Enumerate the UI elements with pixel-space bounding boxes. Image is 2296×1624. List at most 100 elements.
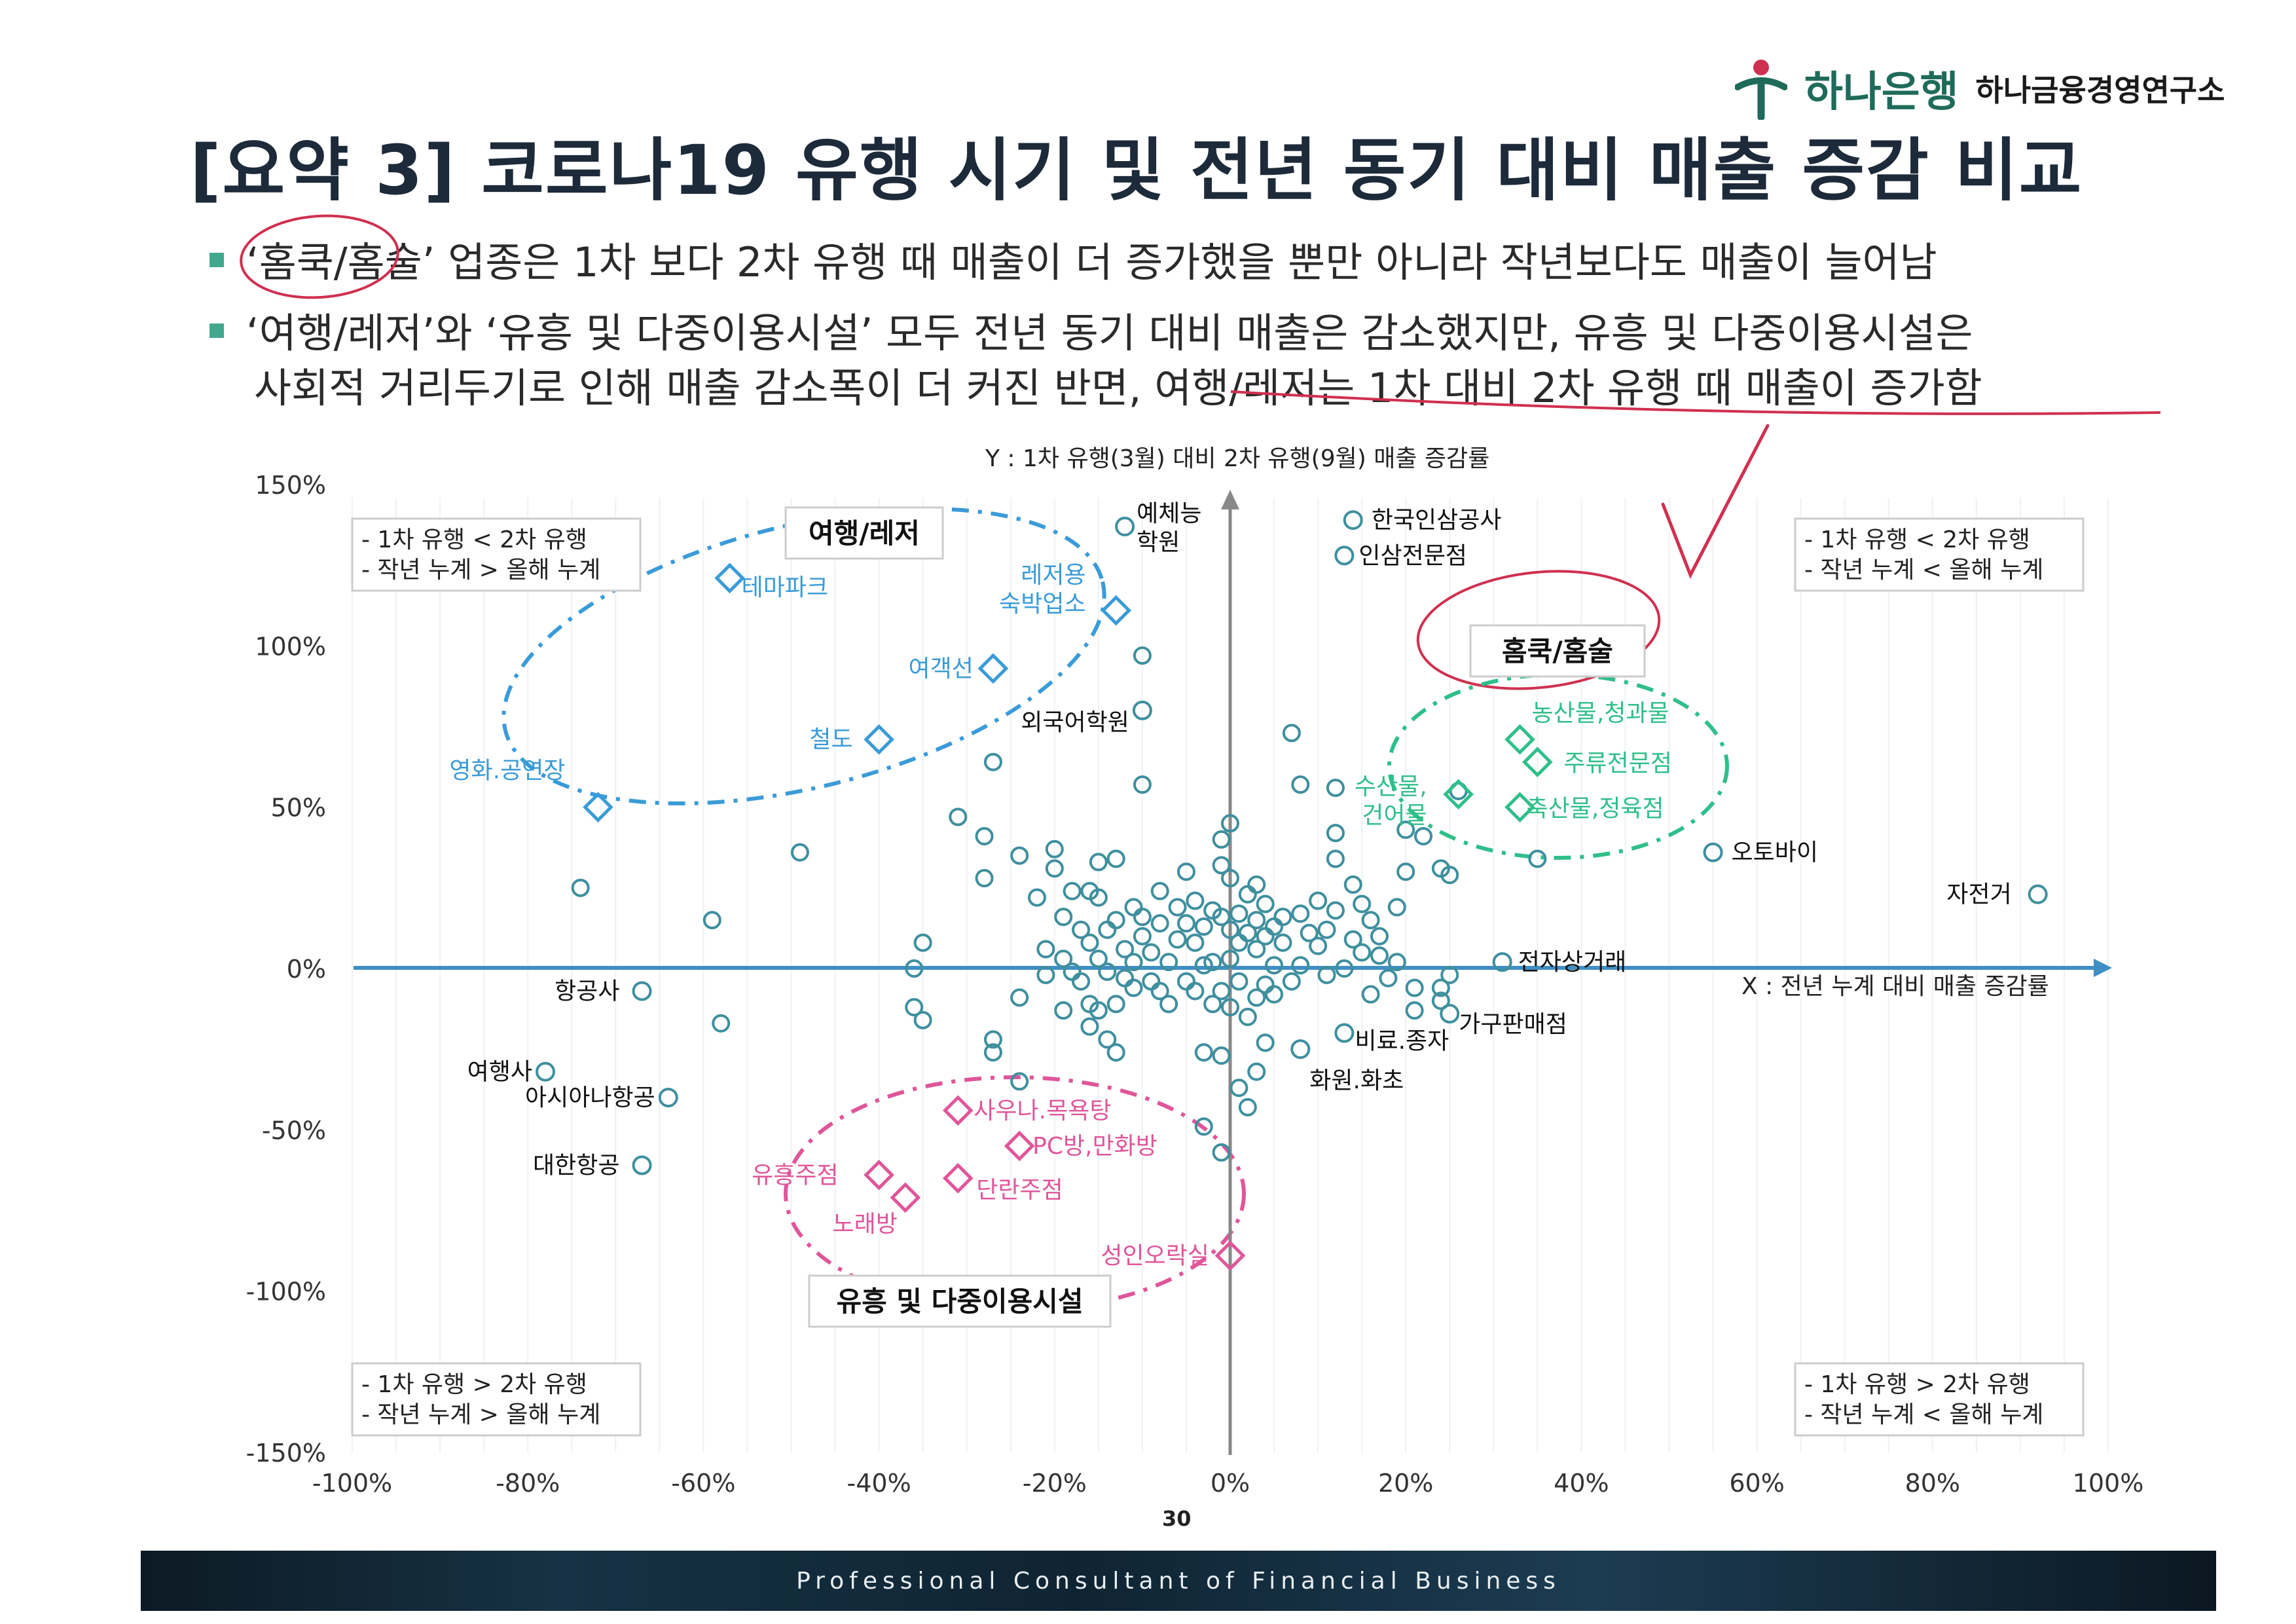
unlabeled-points [571,646,1547,1162]
y-tick-label: 0% [287,955,326,984]
data-point [1098,920,1117,939]
data-point [1326,901,1345,920]
data-point [1265,985,1284,1004]
homecook-title-box [1469,624,1646,678]
data-point [1353,943,1372,962]
point-label-line: 유흥주점 [752,1162,838,1189]
data-point [1256,895,1275,913]
y-axis-arrow-icon [1221,490,1239,509]
data-point [1142,943,1161,962]
labeled-point-marker [1703,842,1723,862]
data-point [1256,1033,1275,1052]
point-label: 영화.공연장 [449,758,565,784]
data-point [1010,1072,1029,1091]
labeled-point-marker [1101,595,1132,626]
labeled-point-marker [658,1088,678,1108]
labeled-point-marker [1443,779,1474,810]
point-label: 철도 [809,726,852,753]
point-label: 노래방 [832,1211,897,1238]
data-point [571,878,590,897]
handwritten-annotations [240,214,2161,690]
page-number: 30 [1162,1506,1192,1531]
data-point [1247,988,1266,1007]
point-label: 사우나.목욕탕 [974,1098,1111,1124]
point-label-line: 성인오락실 [1101,1242,1209,1269]
quadrant-note-top-right-box [1794,517,2085,592]
quadrant-note-bottom-left-text: - 1차 유행 > 2차 유행 [361,1371,587,1398]
data-point [983,1030,1002,1049]
bullet-square-icon [210,323,224,338]
point-label-line: 여객선 [909,655,974,682]
data-point [1194,1043,1213,1062]
point-label-line: 레저용 [1021,562,1085,589]
data-point [1326,824,1345,843]
point-label: 가구판매점 [1459,1011,1567,1038]
data-point [1176,862,1195,881]
data-point [1256,975,1275,994]
data-point [1309,891,1328,910]
data-point [1106,1043,1125,1062]
data-point [1106,995,1125,1014]
labeled-point-marker [890,1182,921,1213]
x-tick-label: 100% [2073,1469,2144,1498]
data-point [1282,724,1301,743]
data-point [1212,1143,1231,1162]
footer-text: Professional Consultant of Financial Bus… [796,1567,1561,1595]
axis-ticks: 150%100%50%0%-50%-100%-150%-100% -80% -60%… [246,471,2144,1498]
data-point [1317,920,1336,939]
data-point [790,843,809,862]
x-tick-label: -40% [847,1469,911,1498]
data-point [1036,940,1055,959]
data-point [1203,995,1222,1014]
data-point [1089,950,1108,969]
data-point [1247,875,1266,894]
labeled-point-marker [1290,1039,1311,1060]
quadrant-note-bottom-left-box [351,1362,642,1437]
bullet-square-icon [210,252,224,267]
data-point [1124,978,1143,997]
data-point [1168,898,1187,917]
labeled-point-marker [1334,1023,1355,1043]
y-tick-label: 150% [255,471,326,500]
data-point [1528,849,1547,868]
data-point [983,1043,1002,1062]
point-label-line: 한국인삼공사 [1372,507,1502,534]
data-point [1396,862,1415,881]
point-label: 단란주점 [976,1177,1063,1204]
data-point [1387,898,1406,917]
data-point [1116,940,1135,959]
bullet-2-text: ‘여행/레저’와 ‘유흥 및 다중이용시설’ 모두 전년 동기 대비 매출은 감… [246,309,1973,357]
quadrant-note-top-left-box [351,517,642,592]
chart-axes [354,490,2112,1455]
data-point [1159,953,1178,972]
data-point [1238,1098,1257,1116]
entertainment-title: 유흥 및 다중이용시설 [836,1285,1083,1318]
data-point [1010,988,1029,1007]
data-point [1273,908,1292,927]
labeled-point-marker [864,724,894,755]
data-point [1405,1001,1424,1020]
data-point [1247,1062,1266,1081]
data-point [1133,908,1152,927]
data-point [1440,866,1459,885]
data-point [1089,888,1108,907]
x-axis-label: X : 전년 누계 대비 매출 증감률 [1741,973,2049,1000]
labeled-point-marker [1115,517,1135,537]
labeled-point-marker [942,1162,974,1194]
data-point [1353,895,1372,913]
data-point [1212,982,1231,1001]
data-point [975,827,994,846]
data-point [1335,959,1354,978]
data-point [1212,830,1231,849]
point-label: 수산물, 건어물 [1355,773,1427,829]
point-label-line: 가구판매점 [1459,1011,1567,1038]
data-point [1265,956,1284,975]
data-point [712,1014,731,1033]
brand-header: 하나은행 하나금융경영연구소 [1735,52,2225,124]
data-point [1370,946,1389,965]
labeled-point-marker [1504,792,1535,823]
point-label-line: 노래방 [832,1211,897,1238]
data-point [913,1010,932,1029]
x-tick-label: -80% [496,1469,560,1498]
institute-name: 하나금융경영연구소 [1975,73,2225,108]
